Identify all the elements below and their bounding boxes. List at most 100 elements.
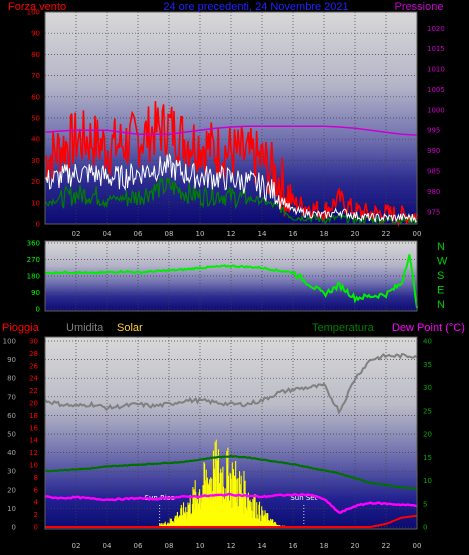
x-tick-label: 18 bbox=[320, 542, 329, 550]
compass-label: N bbox=[437, 241, 445, 253]
y-tick-label-rain: 0 bbox=[34, 524, 38, 532]
wind-speed-title: Forza vento bbox=[8, 1, 66, 13]
y-tick-label-rain: 4 bbox=[34, 499, 39, 507]
y-tick-label-humidity: 20 bbox=[7, 486, 16, 494]
temperature-line bbox=[44, 454, 417, 490]
y-tick-label-temperature: 5 bbox=[423, 500, 427, 508]
sunset-label: Sun Set bbox=[290, 494, 317, 502]
x-tick-label: 00 bbox=[413, 542, 422, 550]
y-tick-label-humidity: 60 bbox=[7, 412, 16, 420]
y-tick-label-left: 70 bbox=[31, 72, 40, 80]
y-tick-label-rain: 26 bbox=[29, 362, 38, 370]
wind-panel-frame bbox=[44, 11, 418, 225]
wind-series-2 bbox=[44, 177, 418, 225]
x-tick-label: 16 bbox=[289, 542, 298, 550]
y-tick-label-rain: 8 bbox=[34, 474, 38, 482]
y-tick-label-temperature: 35 bbox=[423, 361, 432, 369]
chart-date-title: 24 ore precedenti, 24 Novembre 2021 bbox=[163, 1, 348, 13]
rain-label: Pioggia bbox=[2, 322, 40, 334]
x-tick-label: 02 bbox=[72, 542, 81, 550]
y-tick-label-right: 1015 bbox=[427, 45, 445, 53]
y-tick-label-left: 90 bbox=[31, 30, 40, 38]
x-tick-label: 20 bbox=[351, 542, 360, 550]
compass-label: S bbox=[437, 270, 444, 282]
y-tick-label-direction: 90 bbox=[31, 289, 40, 297]
y-tick-label-rain: 20 bbox=[29, 400, 38, 408]
y-tick-label-right: 1020 bbox=[427, 25, 445, 33]
y-tick-label-left: 20 bbox=[31, 178, 40, 186]
y-tick-label-humidity: 0 bbox=[12, 524, 16, 532]
x-tick-label: 18 bbox=[320, 230, 329, 238]
dew-point-label: Dew Point (°C) bbox=[392, 322, 465, 334]
y-tick-label-rain: 2 bbox=[34, 511, 38, 519]
x-tick-label: 10 bbox=[196, 230, 205, 238]
solar-label: Solar bbox=[117, 322, 143, 334]
y-tick-label-temperature: 0 bbox=[423, 524, 427, 532]
y-tick-label-rain: 22 bbox=[29, 387, 38, 395]
bottom-panel-frame bbox=[44, 336, 418, 530]
x-tick-label: 22 bbox=[382, 230, 391, 238]
y-tick-label-temperature: 40 bbox=[423, 338, 432, 346]
wind-series-1 bbox=[44, 152, 418, 224]
x-tick-label: 14 bbox=[258, 542, 267, 550]
x-tick-label: 00 bbox=[413, 230, 422, 238]
pressure-line bbox=[44, 125, 418, 136]
wind-pressure-chart: 0102030405060708090100975980985990995100… bbox=[27, 9, 445, 229]
humidity-line bbox=[44, 352, 418, 415]
x-tick-label: 06 bbox=[134, 542, 143, 550]
y-tick-label-right: 980 bbox=[427, 188, 440, 196]
y-tick-label-humidity: 90 bbox=[7, 356, 16, 364]
temperature-label: Temperatura bbox=[312, 322, 375, 334]
y-tick-label-humidity: 30 bbox=[7, 468, 16, 476]
y-tick-label-temperature: 25 bbox=[423, 407, 432, 415]
direction-panel-frame bbox=[44, 240, 418, 312]
y-tick-label-humidity: 80 bbox=[7, 375, 16, 383]
y-tick-label-rain: 10 bbox=[29, 462, 38, 470]
y-tick-label-temperature: 15 bbox=[423, 454, 432, 462]
y-tick-label-humidity: 10 bbox=[7, 505, 16, 513]
y-tick-label-right: 990 bbox=[427, 147, 440, 155]
y-tick-label-left: 100 bbox=[27, 9, 40, 17]
pressure-title: Pressione bbox=[395, 1, 444, 13]
y-tick-label-temperature: 20 bbox=[423, 431, 432, 439]
dew-point-line bbox=[44, 492, 418, 514]
y-tick-label-rain: 6 bbox=[34, 486, 39, 494]
compass-label: N bbox=[437, 299, 445, 311]
y-tick-label-temperature: 30 bbox=[423, 384, 432, 392]
x-tick-label: 12 bbox=[227, 542, 236, 550]
y-tick-label-left: 10 bbox=[31, 199, 40, 207]
y-tick-label-humidity: 40 bbox=[7, 449, 16, 457]
x-tick-label: 04 bbox=[103, 230, 112, 238]
y-tick-label-rain: 30 bbox=[29, 338, 38, 346]
y-tick-label-direction: 360 bbox=[27, 240, 40, 248]
y-tick-label-humidity: 50 bbox=[7, 431, 16, 439]
y-tick-label-left: 40 bbox=[31, 136, 40, 144]
x-tick-label: 08 bbox=[165, 542, 174, 550]
y-tick-label-rain: 16 bbox=[29, 424, 38, 432]
y-tick-label-right: 1005 bbox=[427, 86, 445, 94]
x-tick-label: 14 bbox=[258, 230, 267, 238]
climate-chart: 0102030405060708090100024681012141618202… bbox=[3, 338, 432, 532]
x-tick-label: 20 bbox=[351, 230, 360, 238]
y-tick-label-left: 30 bbox=[31, 157, 40, 165]
y-tick-label-right: 1000 bbox=[427, 106, 445, 114]
y-tick-label-rain: 12 bbox=[29, 449, 38, 457]
compass-label: E bbox=[437, 285, 444, 297]
y-tick-label-direction: 0 bbox=[36, 306, 40, 314]
y-tick-label-right: 975 bbox=[427, 208, 440, 216]
y-tick-label-rain: 28 bbox=[29, 350, 38, 358]
y-tick-label-rain: 24 bbox=[29, 375, 38, 383]
y-tick-label-right: 1010 bbox=[427, 66, 445, 74]
x-tick-label: 02 bbox=[72, 230, 81, 238]
wind-direction-line bbox=[44, 254, 418, 309]
y-tick-label-right: 995 bbox=[427, 127, 440, 135]
wind-direction-chart: 0 90 180 270 360 bbox=[27, 240, 418, 314]
x-tick-label: 12 bbox=[227, 230, 236, 238]
humidity-label: Umidita bbox=[66, 322, 104, 334]
x-tick-label: 04 bbox=[103, 542, 112, 550]
y-tick-label-left: 60 bbox=[31, 93, 40, 101]
rain-line bbox=[45, 514, 418, 528]
